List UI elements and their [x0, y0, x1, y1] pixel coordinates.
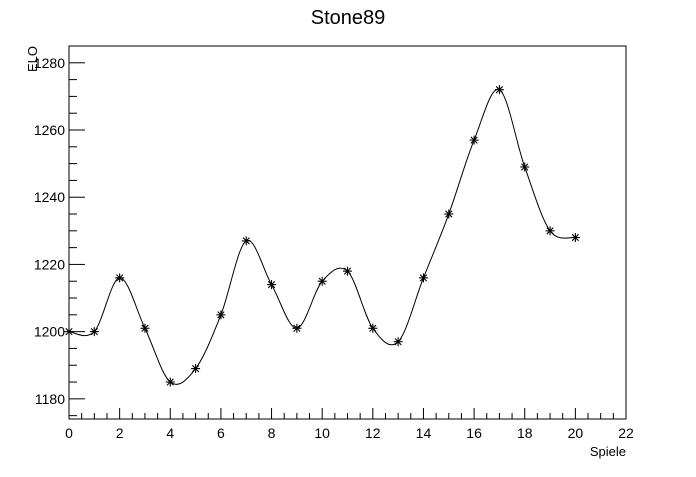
data-point [267, 280, 277, 290]
data-point [469, 135, 479, 145]
data-point [570, 233, 580, 243]
y-tick-label: 1280 [34, 55, 65, 71]
y-tick-label: 1180 [35, 391, 65, 407]
x-tick-label: 16 [466, 425, 482, 441]
x-tick-label: 10 [314, 425, 330, 441]
data-point [292, 323, 302, 333]
data-point [140, 323, 150, 333]
x-tick-label: 6 [217, 425, 225, 441]
y-tick-label: 1240 [34, 189, 65, 205]
data-point [418, 273, 428, 283]
y-axis: 1180 1200 1220 1240 1260 1280 [34, 45, 85, 417]
x-axis-label: Spiele [590, 444, 626, 459]
x-tick-label: 0 [65, 425, 73, 441]
x-tick-label: 22 [618, 425, 634, 441]
x-tick-label: 4 [166, 425, 174, 441]
data-point [317, 276, 327, 286]
x-tick-label: 14 [416, 425, 432, 441]
data-point [191, 364, 201, 374]
data-point [520, 162, 530, 172]
data-point [216, 310, 226, 320]
x-axis: 0 2 4 6 8 10 12 14 16 18 20 22 [65, 408, 634, 441]
x-tick-label: 12 [365, 425, 381, 441]
data-point [368, 323, 378, 333]
chart-title: Stone89 [311, 7, 386, 29]
y-tick-label: 1200 [34, 324, 65, 340]
data-point [165, 377, 175, 387]
data-point [444, 209, 454, 219]
x-tick-label: 18 [517, 425, 533, 441]
x-tick-label: 8 [268, 425, 276, 441]
data-point [64, 327, 74, 337]
data-point [545, 226, 555, 236]
data-point [89, 327, 99, 337]
y-tick-label: 1260 [34, 122, 65, 138]
x-tick-label: 2 [116, 425, 124, 441]
data-point [393, 337, 403, 347]
data-point [115, 273, 125, 283]
x-tick-label: 20 [568, 425, 584, 441]
data-point [494, 85, 504, 95]
data-point [241, 236, 251, 246]
y-tick-label: 1220 [34, 256, 65, 272]
data-markers [64, 85, 580, 387]
y-axis-label: ELO [25, 46, 40, 72]
data-point [343, 266, 352, 276]
